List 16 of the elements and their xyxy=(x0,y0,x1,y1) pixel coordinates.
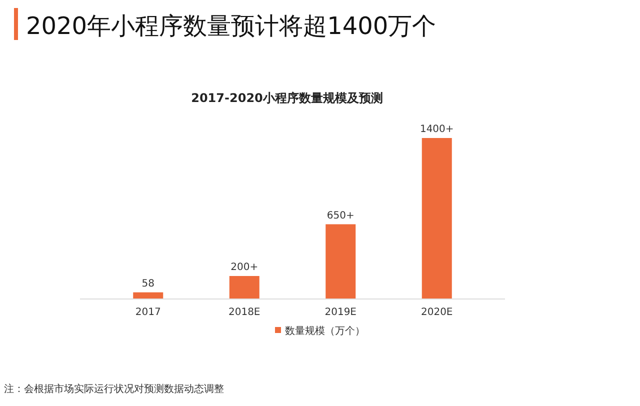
text: 注：会根据市场实际运行状况对预测数据动态调整 xyxy=(4,383,224,395)
chart-subtitle: 2017-2020小程序数量规模及预测 xyxy=(191,91,383,105)
chart-title: 2020年小程序数量预计将超1400万个 xyxy=(26,12,436,40)
bar xyxy=(229,276,260,299)
x-tick-label: 2018E xyxy=(228,307,260,318)
data-label: 1400+ xyxy=(420,124,454,135)
legend-label: 数量规模（万个） xyxy=(285,325,365,337)
x-tick-label: 2020E xyxy=(420,307,453,318)
data-label: 58 xyxy=(142,278,154,290)
bar xyxy=(422,138,452,299)
x-tick-label: 2017 xyxy=(135,307,161,318)
data-label: 200+ xyxy=(230,262,258,273)
bar xyxy=(133,292,164,299)
bar xyxy=(326,224,356,299)
data-label: 650+ xyxy=(326,210,354,222)
x-tick-label: 2019E xyxy=(324,307,357,318)
